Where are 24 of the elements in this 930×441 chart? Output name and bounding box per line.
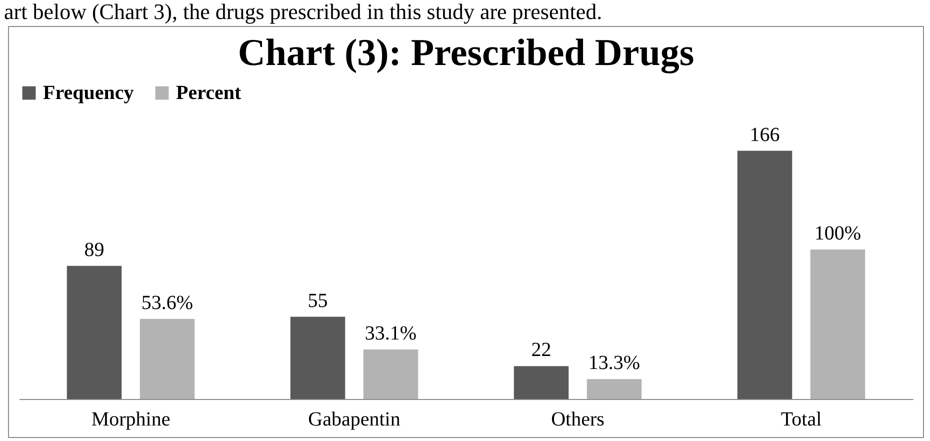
bar bbox=[140, 318, 195, 399]
bar bbox=[737, 150, 792, 399]
text: art below (Chart 3), the drugs prescribed in this study are presented. bbox=[3, 0, 604, 24]
x-tick-label: Gabapentin bbox=[308, 408, 400, 430]
data-label: 33.1% bbox=[364, 322, 417, 345]
x-tick-label: Total bbox=[780, 408, 822, 430]
x-tick-label: Morphine bbox=[91, 408, 170, 430]
data-label: 100% bbox=[814, 222, 862, 244]
bar bbox=[586, 379, 642, 399]
data-label: 89 bbox=[84, 238, 104, 261]
x-tick-label: Others bbox=[551, 408, 605, 430]
data-label: 22 bbox=[531, 339, 552, 362]
bar bbox=[66, 266, 122, 399]
chart-title: Chart (3): Prescribed Drugs bbox=[238, 32, 694, 74]
data-label: 55 bbox=[308, 290, 328, 312]
bar bbox=[514, 366, 569, 399]
legend-label: Percent bbox=[176, 82, 242, 104]
legend-label: Frequency bbox=[43, 82, 134, 104]
bar bbox=[290, 316, 346, 399]
data-label: 53.6% bbox=[141, 292, 194, 314]
data-label: 166 bbox=[750, 124, 780, 146]
data-label: 13.3% bbox=[588, 352, 640, 374]
bar bbox=[810, 249, 866, 399]
bar bbox=[363, 350, 418, 399]
